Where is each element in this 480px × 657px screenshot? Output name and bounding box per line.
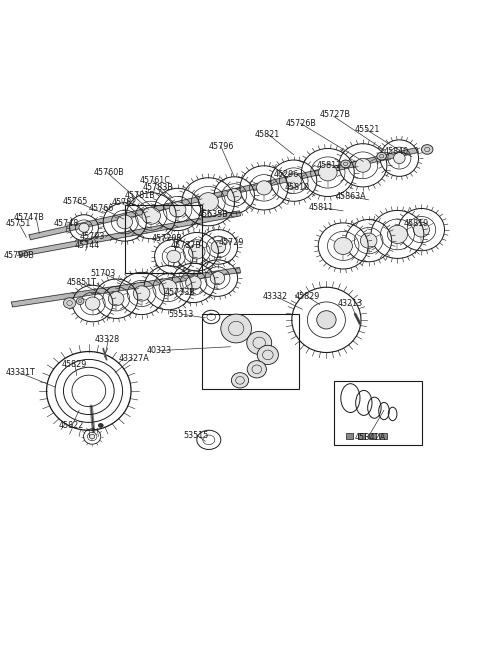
Text: 43328: 43328: [95, 334, 120, 344]
Ellipse shape: [387, 225, 408, 244]
Ellipse shape: [198, 193, 218, 211]
Ellipse shape: [211, 240, 226, 254]
Ellipse shape: [355, 158, 371, 172]
Text: 45810: 45810: [284, 183, 309, 193]
Ellipse shape: [142, 207, 160, 224]
Ellipse shape: [227, 189, 241, 202]
Text: 45783B: 45783B: [143, 183, 173, 193]
Text: 45822: 45822: [59, 421, 84, 430]
Text: 45851T: 45851T: [66, 278, 96, 287]
Ellipse shape: [79, 223, 89, 232]
Text: 45840: 45840: [384, 147, 409, 156]
Ellipse shape: [85, 297, 100, 310]
Text: 45747B: 45747B: [13, 213, 44, 221]
Text: 45737B: 45737B: [170, 241, 201, 250]
Text: 45811: 45811: [309, 203, 334, 212]
Ellipse shape: [247, 361, 266, 378]
Ellipse shape: [341, 160, 350, 168]
Text: 45790B: 45790B: [4, 251, 35, 260]
Text: 43213: 43213: [337, 299, 362, 308]
Ellipse shape: [76, 298, 84, 304]
Text: 45733B: 45733B: [164, 288, 195, 297]
Text: 45766: 45766: [89, 204, 114, 213]
Ellipse shape: [319, 164, 337, 181]
Text: 45B42A: 45B42A: [354, 434, 385, 442]
Ellipse shape: [256, 181, 272, 195]
Ellipse shape: [133, 286, 150, 301]
Ellipse shape: [247, 331, 272, 354]
Bar: [346, 433, 353, 439]
Text: 45829: 45829: [294, 292, 320, 302]
Ellipse shape: [108, 292, 124, 306]
Bar: [202, 314, 299, 388]
Bar: [369, 433, 376, 439]
Text: 45765: 45765: [62, 197, 88, 206]
Ellipse shape: [286, 174, 301, 187]
Text: 43332: 43332: [263, 292, 288, 302]
Ellipse shape: [189, 244, 205, 259]
Text: 43331T: 43331T: [6, 368, 36, 377]
Text: 45782: 45782: [112, 198, 137, 207]
Ellipse shape: [334, 237, 352, 254]
Text: 45819: 45819: [403, 219, 429, 229]
Text: 45729: 45729: [218, 238, 244, 246]
Text: 45793: 45793: [79, 232, 105, 241]
Ellipse shape: [63, 298, 76, 308]
Text: 45727B: 45727B: [319, 110, 350, 120]
Text: 45521: 45521: [354, 125, 380, 134]
Ellipse shape: [98, 424, 103, 428]
Text: 45760B: 45760B: [94, 168, 125, 177]
Ellipse shape: [413, 222, 430, 237]
Text: 51703: 51703: [90, 269, 116, 278]
Text: 45761C: 45761C: [139, 176, 170, 185]
Text: 46296: 46296: [274, 170, 299, 179]
Text: 45781B: 45781B: [125, 191, 156, 200]
Text: 45744: 45744: [74, 241, 100, 250]
Ellipse shape: [117, 215, 132, 229]
Polygon shape: [19, 211, 240, 256]
Ellipse shape: [394, 152, 405, 164]
Bar: [379, 433, 387, 439]
Ellipse shape: [257, 346, 278, 365]
Text: 45748: 45748: [54, 219, 79, 229]
Text: 45720B: 45720B: [151, 234, 182, 242]
Polygon shape: [29, 148, 419, 240]
Text: 45751: 45751: [6, 219, 31, 229]
Text: 45796: 45796: [209, 142, 234, 150]
Ellipse shape: [317, 311, 336, 329]
Ellipse shape: [90, 434, 95, 439]
Ellipse shape: [169, 202, 186, 217]
Text: 53515: 53515: [183, 430, 209, 440]
Text: 40323: 40323: [146, 346, 171, 355]
Ellipse shape: [231, 373, 249, 388]
Text: 45726B: 45726B: [286, 118, 316, 127]
Ellipse shape: [377, 152, 386, 160]
Text: 45812: 45812: [317, 161, 342, 170]
Ellipse shape: [421, 145, 433, 154]
Bar: [334, 381, 422, 445]
Bar: [358, 433, 365, 439]
Ellipse shape: [186, 276, 201, 290]
Text: 45821: 45821: [254, 129, 280, 139]
Text: 45863A: 45863A: [336, 192, 367, 200]
Ellipse shape: [360, 233, 377, 248]
Ellipse shape: [221, 314, 252, 343]
Bar: [125, 205, 202, 273]
Text: 45829: 45829: [61, 360, 87, 369]
Text: 43327A: 43327A: [119, 353, 150, 363]
Text: 53513: 53513: [168, 309, 193, 319]
Ellipse shape: [210, 271, 225, 284]
Text: 45635B: 45635B: [198, 210, 228, 219]
Polygon shape: [12, 267, 240, 307]
Ellipse shape: [167, 250, 180, 263]
Ellipse shape: [159, 279, 177, 296]
